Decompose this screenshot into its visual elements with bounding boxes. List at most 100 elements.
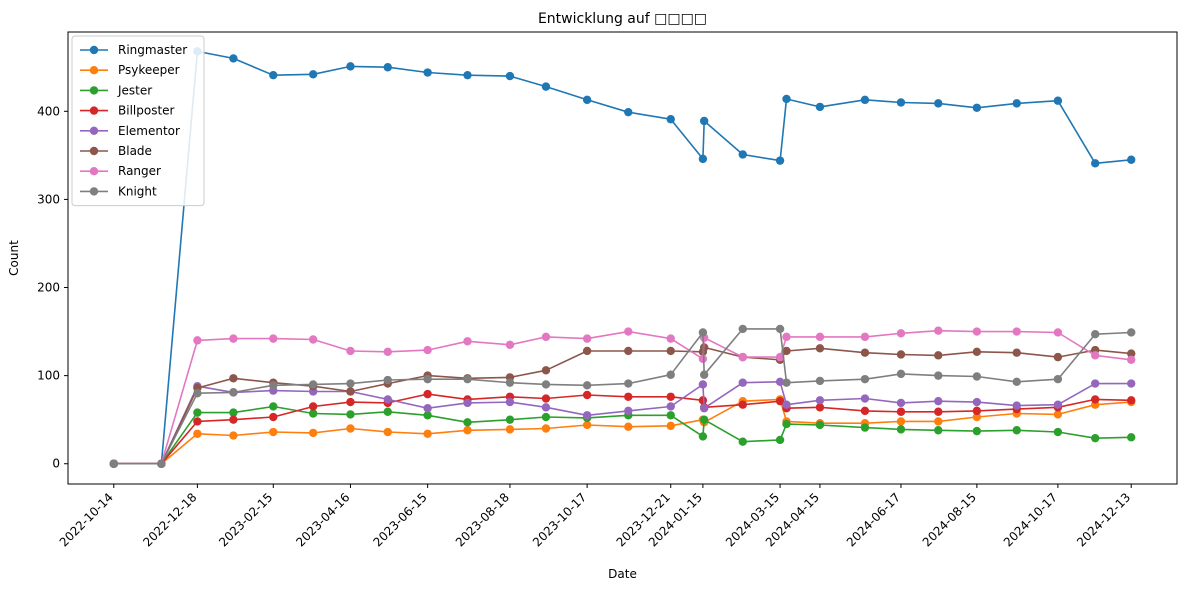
legend-label: Psykeeper	[118, 63, 180, 77]
x-tick-label: 2023-10-17	[530, 490, 589, 549]
data-point	[423, 404, 432, 413]
plot-frame	[67, 31, 1178, 485]
data-point	[541, 412, 551, 422]
series-billposter	[109, 389, 1136, 468]
data-point	[896, 350, 906, 359]
data-point	[775, 396, 785, 406]
data-point	[666, 411, 675, 420]
series-knight	[109, 324, 1136, 468]
data-point	[1127, 328, 1136, 337]
data-point	[308, 70, 318, 79]
legend-marker	[89, 86, 99, 95]
legend-item: Psykeeper	[80, 63, 180, 77]
data-point	[896, 398, 906, 408]
data-point	[738, 437, 747, 446]
data-point	[582, 390, 592, 400]
data-point	[1012, 377, 1021, 386]
x-tick-label: 2024-06-17	[844, 490, 903, 549]
legend-box	[71, 35, 205, 207]
data-point	[505, 397, 515, 407]
series-elementor	[109, 377, 1136, 468]
data-point	[505, 425, 515, 434]
data-point	[1053, 352, 1063, 362]
data-point	[896, 417, 906, 426]
data-point	[308, 428, 318, 438]
legend-label: Knight	[118, 184, 157, 198]
data-point	[782, 378, 791, 387]
series-psykeeper	[109, 395, 1136, 468]
x-tick-label: 2024-08-15	[920, 490, 979, 549]
data-point	[229, 388, 238, 397]
data-point	[383, 375, 392, 385]
data-point	[541, 403, 551, 412]
data-point	[782, 419, 791, 429]
data-point	[934, 99, 943, 108]
data-point	[269, 412, 278, 422]
legend-label: Elementor	[118, 124, 180, 138]
data-point	[582, 411, 592, 420]
data-point	[1091, 395, 1100, 404]
data-point	[229, 374, 238, 383]
data-point	[1012, 401, 1021, 410]
data-point	[269, 402, 278, 411]
y-tick-label: 0	[52, 457, 60, 471]
y-tick-label: 200	[37, 281, 60, 295]
x-tick-label: 2022-10-14	[57, 490, 116, 549]
legend-marker	[89, 187, 99, 196]
data-point	[624, 422, 633, 431]
data-point	[860, 374, 870, 384]
data-point	[346, 410, 355, 419]
plot-area	[67, 31, 1178, 485]
data-point	[699, 404, 709, 413]
series-blade	[109, 343, 1136, 468]
data-point	[775, 435, 785, 445]
data-point	[1127, 396, 1136, 405]
data-point	[541, 394, 551, 403]
data-point	[782, 346, 791, 356]
data-point	[463, 426, 472, 435]
data-point	[193, 336, 202, 345]
data-point	[666, 370, 675, 379]
legend-label: Ringmaster	[118, 43, 187, 57]
data-point	[229, 431, 238, 440]
data-point	[1012, 327, 1021, 336]
x-axis-title: Date	[608, 567, 637, 581]
data-point	[1127, 155, 1136, 164]
legend-item: Blade	[80, 144, 152, 158]
legend-label: Jester	[117, 83, 152, 97]
legend-marker	[89, 45, 99, 55]
x-tick-label: 2022-12-18	[140, 490, 199, 549]
data-point	[896, 425, 906, 434]
data-point	[666, 346, 675, 356]
data-point	[934, 326, 943, 335]
data-point	[698, 328, 708, 337]
legend-label: Billposter	[118, 104, 175, 118]
data-point	[308, 409, 318, 418]
data-point	[666, 402, 675, 411]
data-point	[782, 94, 791, 104]
data-point	[505, 415, 515, 424]
data-point	[934, 417, 943, 426]
data-point	[1091, 159, 1100, 168]
data-point	[972, 406, 982, 416]
data-point	[1053, 96, 1063, 105]
data-point	[972, 372, 982, 381]
data-point	[699, 415, 709, 424]
data-point	[699, 370, 709, 379]
data-point	[346, 379, 355, 388]
series-ringmaster	[109, 47, 1136, 468]
legend-marker	[89, 106, 99, 115]
data-point	[269, 427, 278, 437]
data-point	[815, 332, 825, 342]
data-point	[624, 346, 633, 356]
legend-item: Ranger	[80, 164, 161, 178]
data-point	[738, 150, 747, 159]
data-point	[346, 346, 355, 356]
data-point	[896, 329, 906, 338]
data-point	[423, 411, 432, 420]
data-point	[934, 396, 943, 406]
data-point	[383, 63, 392, 72]
data-point	[1127, 349, 1136, 358]
data-point	[896, 407, 906, 416]
